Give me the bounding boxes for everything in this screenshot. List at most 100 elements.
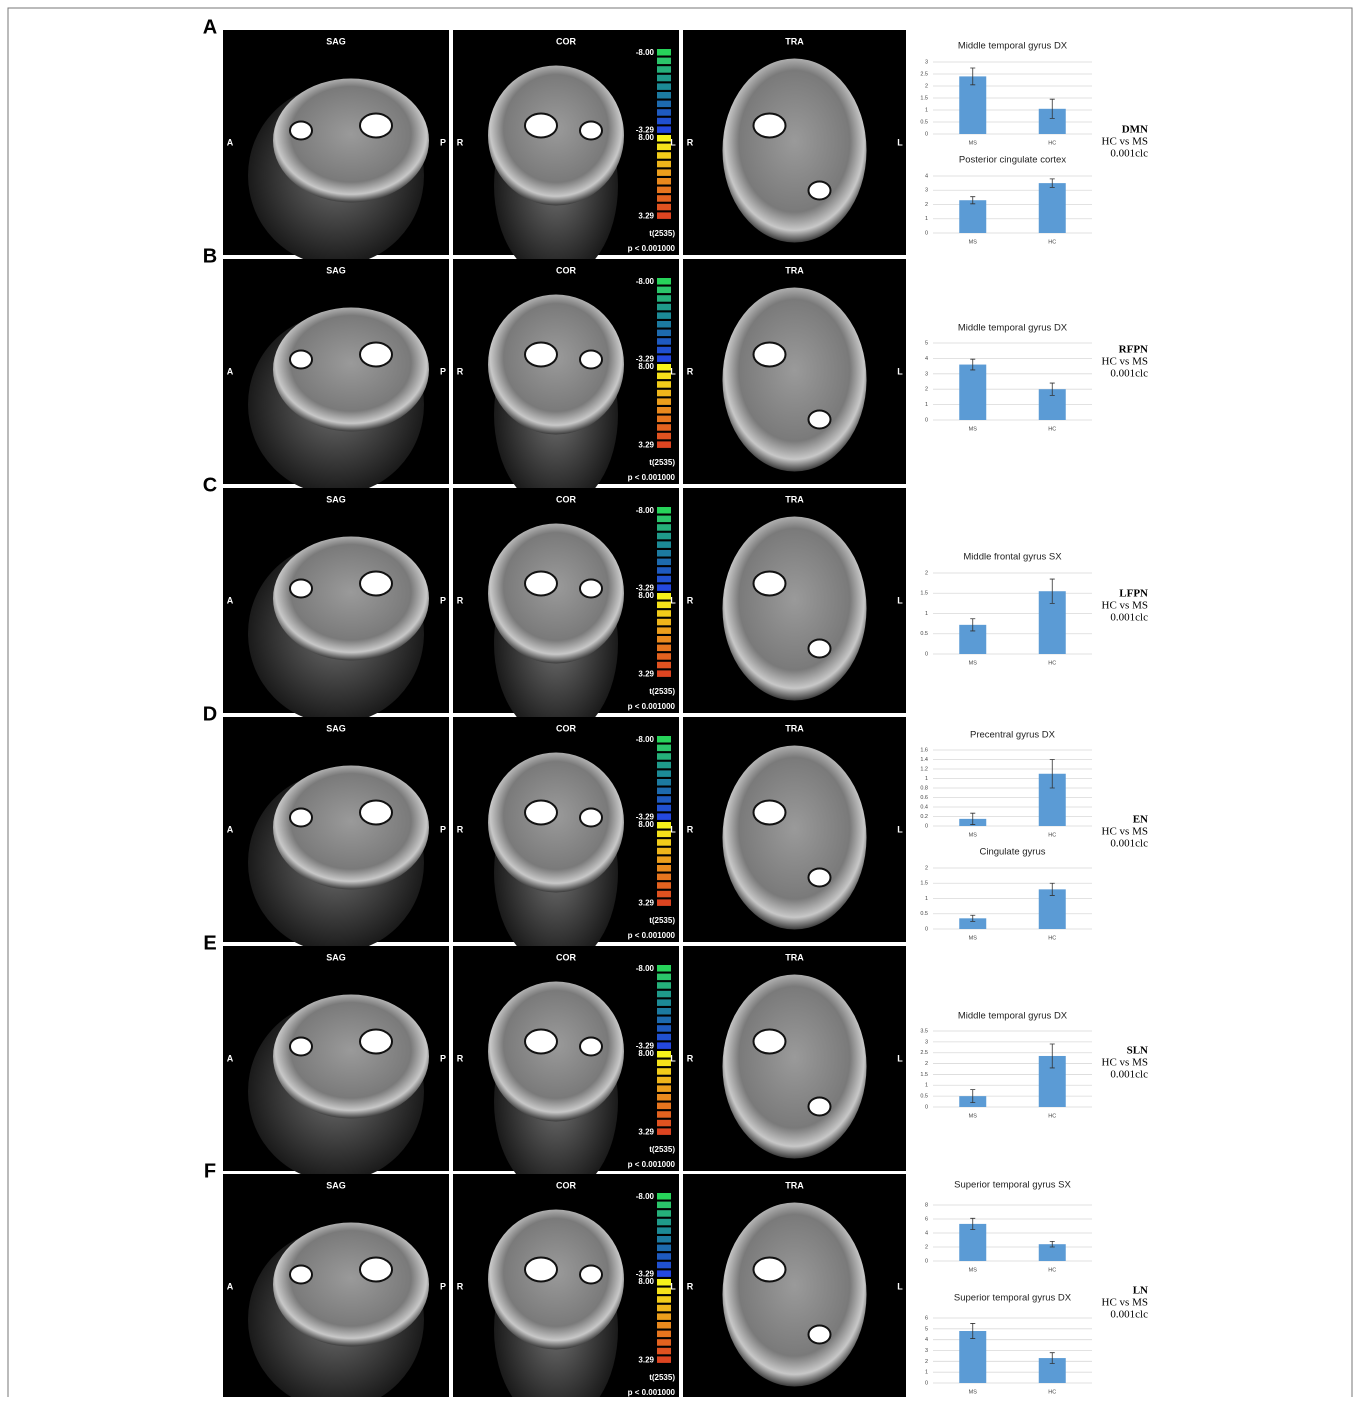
brain <box>723 288 867 472</box>
colorbar-cell <box>657 533 671 540</box>
y-tick-label: 0.6 <box>920 795 928 801</box>
orientation-left: R <box>687 824 694 834</box>
threshold: 0.001clc <box>1110 612 1148 624</box>
colorbar-cell <box>657 109 671 116</box>
brain <box>273 537 429 661</box>
chart-title: Cingulate gyrus <box>979 847 1045 858</box>
colorbar-cell <box>657 1103 671 1110</box>
orientation-right: P <box>440 595 446 605</box>
y-tick-label: 0 <box>925 1104 928 1110</box>
y-tick-label: 3 <box>925 1039 928 1045</box>
colorbar-cell <box>657 627 671 634</box>
colorbar-cell <box>657 364 671 371</box>
panel-letter: D <box>203 703 217 725</box>
colorbar-label: -8.00 <box>636 964 655 973</box>
colorbar-cell <box>657 619 671 626</box>
orientation-left: R <box>687 366 694 376</box>
colorbar-cell <box>657 373 671 380</box>
colorbar-cell <box>657 398 671 405</box>
figure: ASAGAPCORRL-8.00-3.298.003.29t(2535)p < … <box>0 0 1356 1397</box>
network-name: LFPN <box>1119 588 1148 600</box>
y-tick-label: 0.5 <box>920 1094 928 1100</box>
colorbar-cell <box>657 779 671 786</box>
activation <box>580 809 602 827</box>
view-title: COR <box>556 952 577 962</box>
activation <box>809 640 831 658</box>
brain <box>723 517 867 701</box>
brain <box>273 766 429 890</box>
colorbar-label: -8.00 <box>636 48 655 57</box>
activation <box>525 343 557 367</box>
comparison: HC vs MS <box>1102 1057 1148 1069</box>
brain <box>723 746 867 930</box>
colorbar-cell <box>657 645 671 652</box>
chart-title: Middle temporal gyrus DX <box>958 1011 1068 1022</box>
colorbar-cell <box>657 1236 671 1243</box>
orientation-left: R <box>457 1281 464 1291</box>
orientation-left: A <box>227 595 234 605</box>
y-tick-label: 0 <box>925 1380 928 1386</box>
orientation-left: R <box>687 595 694 605</box>
colorbar-cell <box>657 1313 671 1320</box>
activation <box>580 122 602 140</box>
colorbar-label: 8.00 <box>638 591 654 600</box>
colorbar-cell <box>657 805 671 812</box>
y-tick-label: 0 <box>925 230 928 236</box>
colorbar-cell <box>657 390 671 397</box>
colorbar-cell <box>657 1085 671 1092</box>
activation <box>754 114 786 138</box>
view-title: SAG <box>326 494 346 504</box>
y-tick-label: 4 <box>925 356 928 362</box>
x-tick-label: MS <box>969 426 978 432</box>
orientation-left: A <box>227 1053 234 1063</box>
chart-title: Posterior cingulate cortex <box>959 155 1066 166</box>
y-tick-label: 3.5 <box>920 1028 928 1034</box>
x-tick-label: MS <box>969 660 978 666</box>
x-tick-label: HC <box>1048 1267 1056 1273</box>
activation <box>290 580 312 598</box>
colorbar-cell <box>657 839 671 846</box>
y-tick-label: 0 <box>925 823 928 829</box>
brain <box>273 79 429 203</box>
colorbar-cell <box>657 330 671 337</box>
colorbar-label: -8.00 <box>636 277 655 286</box>
y-tick-label: 0 <box>925 926 928 932</box>
colorbar-cell <box>657 66 671 73</box>
activation <box>290 122 312 140</box>
activation <box>580 1266 602 1284</box>
panel-letter: C <box>203 474 217 496</box>
y-tick-label: 6 <box>925 1216 928 1222</box>
colorbar-cell <box>657 1077 671 1084</box>
y-tick-label: 1 <box>925 611 928 617</box>
activation <box>290 351 312 369</box>
view-title: SAG <box>326 723 346 733</box>
y-tick-label: 1.2 <box>920 766 928 772</box>
colorbar-cell <box>657 856 671 863</box>
colorbar-label: 3.29 <box>638 899 654 908</box>
activation <box>360 572 392 596</box>
x-tick-label: HC <box>1048 832 1056 838</box>
orientation-left: R <box>457 1053 464 1063</box>
y-tick-label: 3 <box>925 59 928 65</box>
y-tick-label: 2 <box>925 1061 928 1067</box>
orientation-right: L <box>670 366 676 376</box>
activation <box>754 343 786 367</box>
colorbar-cell <box>657 1253 671 1260</box>
colorbar-label: 3.29 <box>638 212 654 221</box>
bar <box>1039 183 1066 233</box>
brain <box>488 753 624 893</box>
colorbar-cell <box>657 965 671 972</box>
x-tick-label: HC <box>1048 1389 1056 1395</box>
view-title: SAG <box>326 1180 346 1190</box>
y-tick-label: 0.5 <box>920 631 928 637</box>
colorbar-cell <box>657 83 671 90</box>
y-tick-label: 0 <box>925 131 928 137</box>
activation <box>290 809 312 827</box>
y-tick-label: 1 <box>925 216 928 222</box>
y-tick-label: 2.5 <box>920 71 928 77</box>
x-tick-label: MS <box>969 1113 978 1119</box>
y-tick-label: 4 <box>925 173 928 179</box>
brain <box>723 975 867 1159</box>
colorbar-cell <box>657 101 671 108</box>
network-name: RFPN <box>1119 344 1148 356</box>
